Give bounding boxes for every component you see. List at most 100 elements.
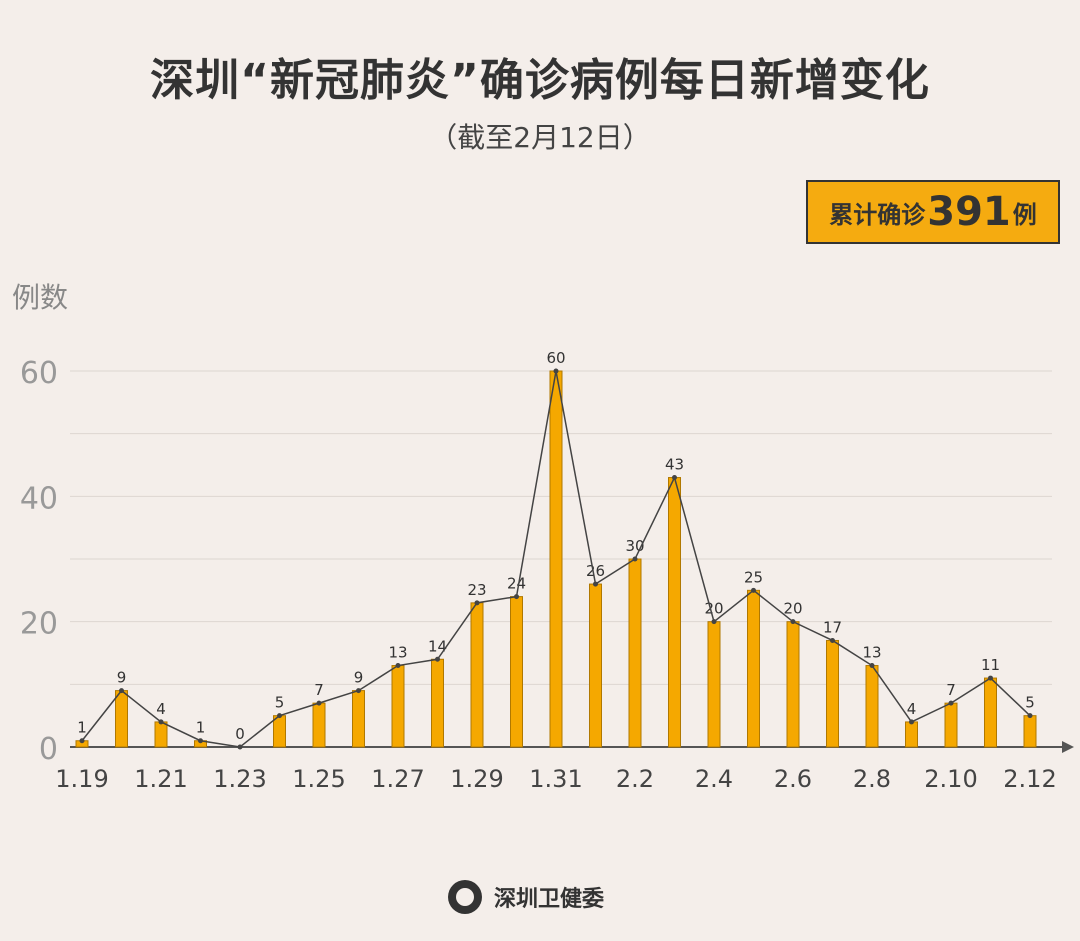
bar (668, 477, 681, 748)
line-point (672, 475, 677, 481)
line-point (395, 663, 401, 669)
bar (944, 702, 958, 748)
y-tick-label: 20 (20, 607, 58, 642)
badge-prefix: 累计确诊 (829, 200, 926, 229)
badge-suffix: 例 (1012, 200, 1037, 229)
bar (826, 639, 839, 748)
bar (549, 370, 563, 748)
line-point (1027, 713, 1033, 719)
y-tick-label: 60 (20, 356, 58, 391)
line-point (316, 700, 322, 706)
bar (154, 721, 168, 748)
line-point (751, 587, 756, 593)
bar (786, 621, 800, 748)
data-label: 5 (1025, 694, 1035, 712)
data-label: 9 (354, 669, 364, 687)
line-point (909, 719, 914, 725)
y-tick-label: 40 (20, 481, 58, 516)
data-label: 11 (981, 656, 1000, 674)
data-label: 60 (546, 349, 565, 367)
line-point (79, 738, 85, 744)
bar (1023, 715, 1037, 748)
bar (115, 690, 128, 748)
x-axis-arrow-icon (1062, 741, 1074, 753)
x-tick-label: 1.25 (292, 765, 345, 793)
line-point (988, 675, 993, 681)
data-label: 14 (428, 637, 447, 655)
data-label: 7 (946, 681, 956, 699)
x-tick-label: 2.8 (853, 765, 891, 793)
bar (628, 558, 642, 748)
data-label: 17 (823, 618, 842, 636)
data-label: 13 (862, 644, 881, 662)
data-label: 43 (665, 456, 684, 474)
chart-title: 深圳“新冠肺炎”确诊病例每日新增变化 (150, 55, 930, 106)
line-point (158, 719, 164, 725)
footer-org: 深圳卫健委 (494, 887, 605, 912)
y-axis-label: 例数 (12, 281, 69, 314)
x-tick-label: 2.6 (774, 765, 812, 793)
x-tick-label: 1.21 (134, 765, 187, 793)
line-point (790, 619, 796, 625)
x-tick-label: 1.29 (450, 765, 503, 793)
data-label: 1 (77, 719, 87, 737)
data-label: 4 (156, 700, 166, 718)
x-tick-label: 1.27 (371, 765, 424, 793)
line-point (474, 600, 480, 606)
line-point (711, 619, 717, 625)
total-badge: 累计确诊 391 例 (806, 180, 1060, 244)
bar (352, 690, 365, 748)
line-point (237, 744, 243, 750)
data-label: 25 (744, 568, 763, 586)
y-tick-label: 0 (39, 732, 58, 767)
line-point (198, 738, 203, 744)
health-commission-logo-icon (448, 880, 482, 914)
bar (984, 677, 997, 748)
bar (391, 665, 405, 748)
line-point (356, 688, 361, 694)
bar (865, 665, 879, 748)
line-point (553, 368, 559, 374)
bar (747, 589, 760, 748)
bar (273, 715, 286, 748)
x-tick-label: 2.12 (1003, 765, 1056, 793)
data-label: 5 (275, 694, 285, 712)
bar (431, 658, 444, 748)
line-point (435, 656, 440, 662)
bar (470, 602, 484, 748)
bar (905, 721, 918, 748)
bar (707, 621, 721, 748)
chart-subtitle: （截至2月12日） (429, 121, 651, 154)
data-label: 23 (467, 581, 486, 599)
data-label: 26 (586, 562, 605, 580)
line-point (514, 594, 519, 600)
bar (589, 583, 602, 748)
x-tick-label: 1.19 (55, 765, 108, 793)
x-tick-label: 1.31 (529, 765, 582, 793)
x-tick-label: 2.2 (616, 765, 654, 793)
x-tick-label: 2.4 (695, 765, 733, 793)
data-label: 0 (235, 725, 245, 743)
line-point (948, 700, 954, 706)
line-point (869, 663, 875, 669)
line-point (593, 581, 598, 587)
footer: 深圳卫健委 (448, 880, 604, 914)
line-point (632, 556, 638, 562)
data-label: 4 (907, 700, 917, 718)
data-label: 7 (314, 681, 324, 699)
line-point (830, 637, 835, 643)
line-point (119, 688, 124, 694)
x-tick-label: 1.23 (213, 765, 266, 793)
line-point (277, 713, 282, 719)
badge-number: 391 (927, 189, 1011, 235)
data-label: 13 (388, 644, 407, 662)
bar (312, 702, 326, 748)
data-label: 20 (783, 600, 802, 618)
data-label: 1 (196, 719, 206, 737)
data-label: 24 (507, 575, 526, 593)
data-label: 20 (704, 600, 723, 618)
x-tick-label: 2.10 (924, 765, 977, 793)
bar (510, 596, 523, 748)
data-label: 9 (117, 669, 127, 687)
